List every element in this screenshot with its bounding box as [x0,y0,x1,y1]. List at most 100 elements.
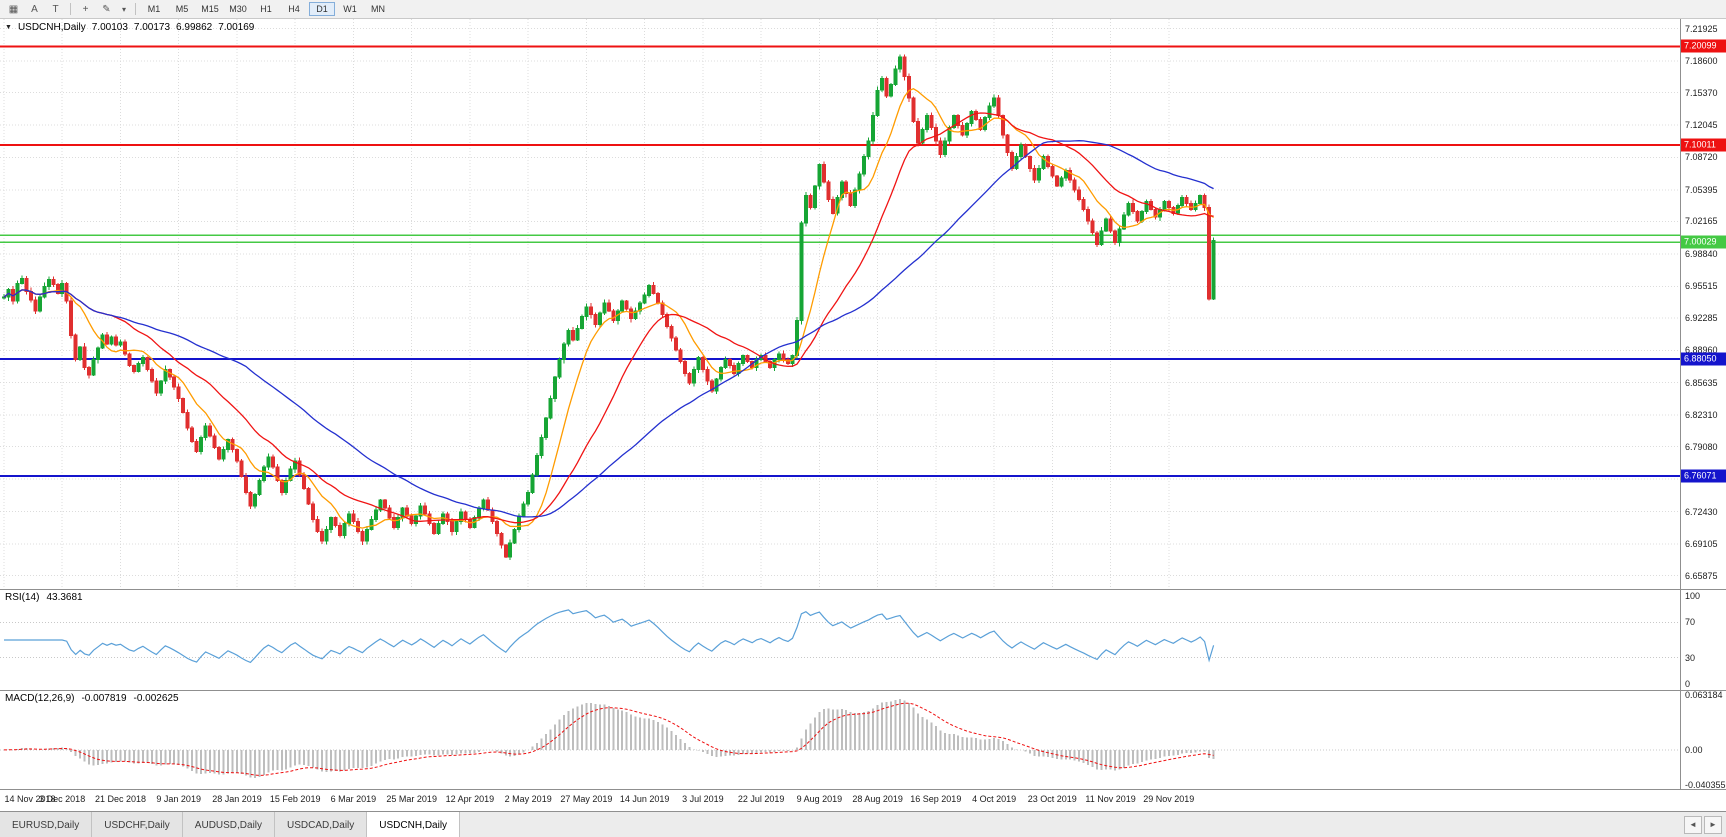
date-axis-label: 11 Nov 2019 [1085,794,1136,804]
date-axis-label: 4 Oct 2019 [972,794,1017,804]
date-axis-label: 15 Feb 2019 [269,794,321,804]
timeframe-button-h4[interactable]: H4 [288,4,300,14]
date-axis-label: 21 Dec 2018 [94,794,147,804]
chart-tab-usdcnh[interactable]: USDCNH,Daily [367,812,461,837]
rsi-axis-label: 30 [1685,652,1696,663]
dropdown-caret-icon[interactable]: ▾ [121,4,126,14]
price-plot-area[interactable] [0,19,1680,594]
chart-tab-list: EURUSD,Daily USDCHF,Daily AUDUSD,Daily USDC… [0,812,461,837]
date-axis-label: 27 May 2019 [560,794,613,804]
price-axis-label: 7.18600 [1685,56,1718,66]
crosshair-icon[interactable]: + [82,3,89,15]
chart-tab-usdcad[interactable]: USDCAD,Daily [275,812,368,837]
price-axis-label: 7.12045 [1685,119,1718,130]
tab-scroll-left-icon[interactable]: ◄ [1684,815,1702,834]
toolbar-separator [135,3,136,15]
date-axis-label: 3 Jul 2019 [682,794,724,804]
date-axis-label: 6 Mar 2019 [330,794,377,804]
tab-scroll-arrows: ◄ ► [1684,812,1726,837]
date-axis-label: 2 May 2019 [504,794,552,804]
timeframe-button-m5[interactable]: M5 [175,4,189,14]
price-axis-label: 6.72430 [1685,506,1718,517]
price-axis-label: 7.05395 [1685,184,1718,195]
price-axis-label: 7.21925 [1685,23,1718,34]
tab-scroll-right-icon[interactable]: ► [1704,815,1722,834]
date-axis-label: 29 Nov 2019 [1143,794,1195,804]
rsi-label: RSI(14) [5,592,40,603]
timeframe-button-m15[interactable]: M15 [201,4,219,14]
symbol-dropdown-icon[interactable]: ▼ [5,24,12,31]
price-axis-label: 6.98840 [1685,248,1718,259]
price-axis-label: 6.92285 [1685,312,1718,323]
text-tool-icon[interactable]: T [52,3,59,15]
chart-tab-audusd[interactable]: AUDUSD,Daily [182,812,276,837]
date-axis-label: 9 Aug 2019 [796,794,843,804]
grid-layer [0,19,1680,589]
rsi-panel: RSI(14) 43.3681 100 70 30 0 [0,590,1726,691]
date-axis-label: 22 Jul 2019 [737,794,785,804]
chart-tab-bar: EURUSD,Daily USDCHF,Daily AUDUSD,Daily USDC… [0,812,1726,837]
price-chart-canvas[interactable] [0,19,1680,589]
symbol-ohlc-line: ▼ USDCNH,Daily 7.00103 7.00173 6.99862 7… [5,22,254,33]
draw-tools-icon[interactable]: ✎ [102,3,111,15]
macd-axis[interactable]: 0.063184 0.00 -0.040355 [1680,690,1726,790]
medium-ma-line [3,112,1214,524]
macd-axis-label: 0.063184 [1685,690,1723,700]
macd-plot-area[interactable] [0,691,1680,794]
price-axis-label: 6.88960 [1685,345,1718,356]
rsi-label-line: RSI(14) 43.3681 [5,592,83,603]
rsi-canvas[interactable] [0,590,1680,690]
rsi-axis-label: 0 [1685,679,1691,689]
macd-main-value: -0.007819 [81,693,127,704]
moving-averages-layer [3,87,1214,529]
hline-levels-layer [0,45,1680,478]
symbol-name: USDCNH,Daily [17,22,86,33]
timeframe-button-m1[interactable]: M1 [147,4,161,14]
timeframe-button-d1[interactable]: D1 [309,2,335,16]
font-a-icon[interactable]: A [31,3,38,15]
price-level-box: 7.20099 [1681,39,1726,53]
timeframe-button-w1[interactable]: W1 [343,4,357,14]
price-chart-panel: ▼ USDCNH,Daily 7.00103 7.00173 6.99862 7… [0,19,1726,590]
date-axis-label: 14 Nov 2018 [4,794,56,804]
price-axis-label: 6.79080 [1685,441,1718,452]
date-axis-label: 28 Jan 2019 [212,794,262,804]
date-axis-label: 14 Jun 2019 [619,794,670,804]
macd-histogram-layer [7,699,1215,778]
candles-layer [2,54,1216,561]
chart-tab-eurusd[interactable]: EURUSD,Daily [0,812,93,837]
chart-grid-icon[interactable]: ▦ [8,3,19,15]
ohlc-high: 7.00173 [133,22,171,33]
date-axis-label: 25 Mar 2019 [386,794,437,804]
ohlc-low: 6.99862 [176,22,213,33]
price-level-box: 7.10011 [1681,138,1726,152]
timeframe-button-mn[interactable]: MN [371,4,385,14]
price-axis-label: 6.85635 [1685,377,1718,388]
price-axis-label: 7.15370 [1685,87,1718,98]
timeframe-button-m30[interactable]: M30 [229,4,247,14]
rsi-plot-area[interactable] [0,590,1680,695]
rsi-levels-layer [0,621,1680,659]
chart-tab-usdchf[interactable]: USDCHF,Daily [92,812,183,837]
date-axis-label: 28 Aug 2019 [852,794,903,804]
price-axis-label: 7.08720 [1685,152,1718,163]
date-axis-label: 16 Sep 2019 [910,794,962,804]
rsi-value: 43.3681 [46,592,83,603]
macd-canvas[interactable] [0,691,1680,789]
price-axis[interactable]: 7.21925 7.18600 7.15370 7.12045 7.08720 7.053… [1680,19,1726,589]
timeframe-group: M1 M5 M15 M30 H1 H4 D1 W1 MN [140,2,392,16]
date-axis-label: 23 Oct 2019 [1027,794,1077,804]
date-axis: 14 Nov 2018 3 Dec 2018 21 Dec 2018 9 Jan 20… [0,790,1726,812]
macd-label: MACD(12,26,9) [5,693,75,704]
rsi-axis-label: 100 [1685,591,1701,601]
date-axis-label: 3 Dec 2018 [39,794,86,804]
macd-panel: MACD(12,26,9) -0.007819 -0.002625 0.0631… [0,690,1726,790]
price-axis-label: 6.82310 [1685,410,1718,421]
top-toolbar: ▦ A T + ✎ ▾ M1 M5 M15 M30 H1 H4 D1 W1 MN [0,0,1726,19]
price-axis-label: 6.65875 [1685,570,1718,581]
price-level-box: 6.76071 [1681,469,1726,483]
rsi-axis-label: 70 [1685,617,1696,628]
timeframe-button-h1[interactable]: H1 [260,4,272,14]
price-axis-label: 6.69105 [1685,539,1718,550]
rsi-axis[interactable]: 100 70 30 0 [1680,590,1726,690]
